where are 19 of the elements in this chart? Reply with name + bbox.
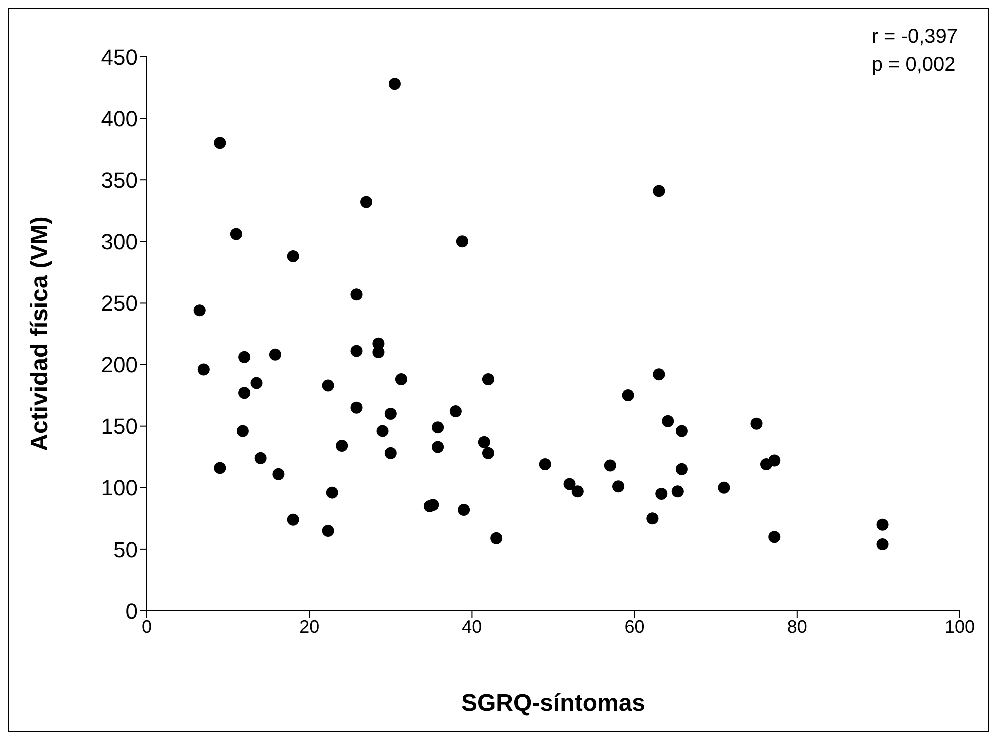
text: r = -0,397	[872, 25, 958, 50]
x-tick-label: 40	[462, 616, 482, 637]
x-axis-title: SGRQ-síntomas	[461, 690, 646, 717]
y-tick-label: 250	[101, 291, 138, 316]
y-tick-label: 450	[101, 44, 138, 70]
y-tick-label: 300	[101, 229, 138, 254]
y-axis-title: Actividad física (VM)	[26, 216, 54, 452]
y-tick-label: 100	[101, 476, 138, 501]
y-tick-label: 50	[114, 537, 138, 562]
y-tick-label: 400	[101, 106, 138, 132]
x-tick-label: 20	[300, 616, 320, 637]
x-tick-label: 60	[624, 616, 645, 637]
x-tick-label: 100	[944, 616, 976, 637]
y-tick-label: 150	[101, 414, 138, 440]
y-tick-label: 200	[101, 352, 138, 378]
x-tick-label: 0	[142, 616, 152, 637]
annotation: p = 0,002	[872, 53, 957, 78]
y-tick-label: 350	[101, 168, 138, 193]
x-tick-label: 80	[787, 616, 808, 637]
